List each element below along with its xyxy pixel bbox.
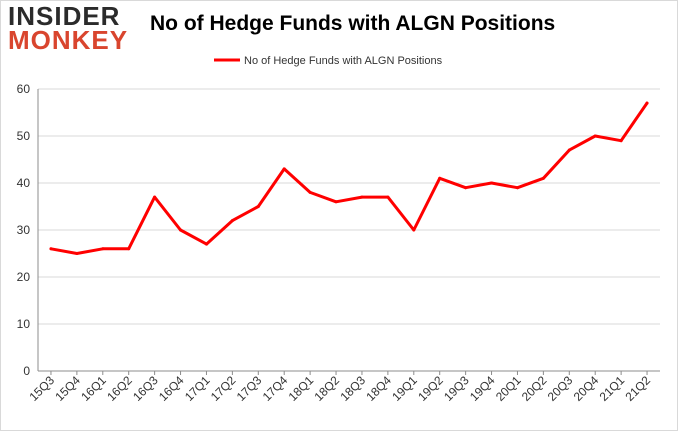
y-tick-label: 30 bbox=[17, 223, 31, 237]
legend-label: No of Hedge Funds with ALGN Positions bbox=[244, 55, 443, 67]
data-point bbox=[567, 148, 571, 152]
data-point bbox=[541, 176, 545, 180]
legend: No of Hedge Funds with ALGN Positions bbox=[214, 55, 443, 67]
x-tick-label: 16Q1 bbox=[78, 373, 109, 404]
y-tick-label: 20 bbox=[17, 270, 31, 284]
x-tick-label: 16Q3 bbox=[130, 373, 161, 404]
data-point bbox=[490, 181, 494, 185]
data-point bbox=[360, 195, 364, 199]
x-tick-label: 18Q3 bbox=[337, 373, 368, 404]
data-point bbox=[75, 252, 79, 255]
data-point bbox=[386, 195, 390, 199]
x-tick-label: 20Q4 bbox=[571, 373, 602, 404]
y-tick-label: 50 bbox=[17, 129, 31, 143]
insider-monkey-logo: INSIDER MONKEY bbox=[8, 1, 129, 56]
x-tick-labels: 15Q315Q416Q116Q216Q316Q417Q117Q217Q317Q4… bbox=[26, 373, 653, 404]
y-tick-label: 0 bbox=[23, 364, 30, 378]
logo-text-monkey: MONKEY bbox=[8, 25, 129, 55]
x-tick-label: 19Q2 bbox=[415, 373, 446, 404]
x-tick-label: 18Q2 bbox=[312, 373, 343, 404]
y-tick-label: 60 bbox=[17, 82, 31, 96]
data-point bbox=[515, 186, 519, 190]
data-point bbox=[593, 134, 597, 138]
x-tick-label: 20Q3 bbox=[545, 373, 576, 404]
series-line-0 bbox=[49, 101, 649, 255]
y-tick-label: 40 bbox=[17, 176, 31, 190]
y-tick-label: 10 bbox=[17, 317, 31, 331]
data-point bbox=[256, 205, 260, 208]
data-point bbox=[282, 167, 286, 171]
data-point bbox=[230, 219, 234, 223]
x-tick-label: 17Q2 bbox=[208, 373, 239, 404]
x-tick-label: 20Q2 bbox=[519, 373, 550, 404]
logo-text-insider: INSIDER bbox=[8, 1, 121, 31]
chart-title: No of Hedge Funds with ALGN Positions bbox=[150, 12, 556, 35]
data-point bbox=[204, 242, 208, 246]
y-tick-labels: 0 10 20 30 40 50 60 bbox=[17, 82, 31, 378]
data-point bbox=[127, 247, 131, 251]
data-point bbox=[153, 195, 157, 199]
x-tick-label: 19Q4 bbox=[467, 373, 498, 404]
data-point bbox=[101, 247, 105, 251]
data-point bbox=[334, 200, 338, 204]
gridlines bbox=[38, 88, 660, 325]
data-point bbox=[464, 186, 468, 190]
data-point bbox=[179, 228, 183, 232]
x-tick-label: 15Q4 bbox=[52, 373, 83, 404]
x-tick-label: 19Q1 bbox=[389, 373, 420, 404]
data-point bbox=[308, 190, 312, 194]
data-point bbox=[645, 101, 649, 105]
series-layer bbox=[49, 101, 649, 255]
x-tick-label: 16Q2 bbox=[104, 373, 135, 404]
x-tick-label: 17Q4 bbox=[260, 373, 291, 404]
axes bbox=[37, 89, 660, 375]
x-tick-label: 15Q3 bbox=[26, 373, 57, 404]
data-point bbox=[619, 139, 623, 143]
x-tick-label: 18Q4 bbox=[363, 373, 394, 404]
data-point bbox=[412, 228, 416, 232]
x-tick-label: 19Q3 bbox=[441, 373, 472, 404]
x-tick-label: 20Q1 bbox=[493, 373, 524, 404]
x-tick-label: 16Q4 bbox=[156, 373, 187, 404]
data-point bbox=[438, 176, 442, 180]
data-point bbox=[49, 247, 53, 251]
x-tick-label: 21Q1 bbox=[597, 373, 628, 404]
x-tick-label: 17Q3 bbox=[234, 373, 265, 404]
x-tick-label: 18Q1 bbox=[286, 373, 317, 404]
x-tick-label: 17Q1 bbox=[182, 373, 213, 404]
x-tick-label: 21Q2 bbox=[623, 373, 654, 404]
